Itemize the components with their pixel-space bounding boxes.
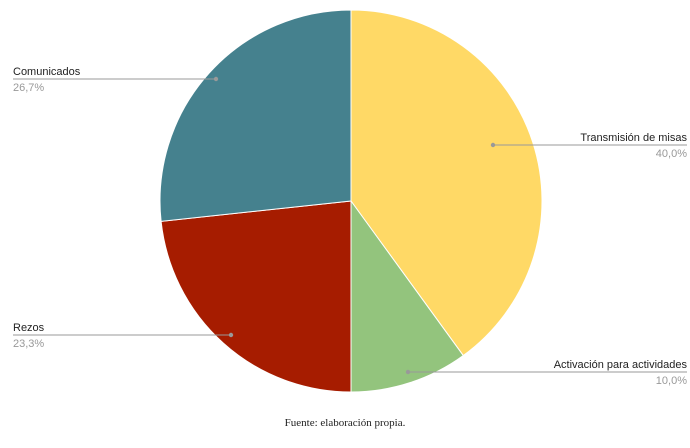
slice-label: Rezos (13, 322, 45, 334)
slice-label-group: Rezos 23,3% (13, 322, 234, 350)
slice-value-label: 23,3% (13, 338, 44, 350)
slice-value-label: 26,7% (13, 82, 44, 94)
slice-value-label: 40,0% (656, 148, 687, 160)
leader-dot (405, 369, 411, 375)
slice-label: Activación para actividades (554, 359, 688, 371)
slice-label-group: Transmisión de misas 40,0% (490, 132, 687, 160)
slice-label-group: Comunicados 26,7% (13, 66, 219, 94)
leader-dot (228, 332, 234, 338)
pie-chart: Transmisión de misas 40,0% Activación para… (13, 9, 688, 393)
slice-label: Comunicados (13, 66, 81, 78)
leader-dot (213, 76, 219, 82)
pie-slice-transmisi-n-de-misas (350, 9, 543, 357)
slice-label-group: Activación para actividades 10,0% (405, 359, 688, 387)
pie-slice-activaci-n-para-actividades (350, 199, 464, 393)
source-caption: Fuente: elaboración propia. (284, 417, 406, 429)
pie-slice-rezos (160, 200, 352, 393)
slice-label: Transmisión de misas (580, 132, 687, 144)
leader-dot (490, 142, 496, 148)
slice-value-label: 10,0% (656, 375, 687, 387)
pie-slice-comunicados (159, 9, 352, 222)
